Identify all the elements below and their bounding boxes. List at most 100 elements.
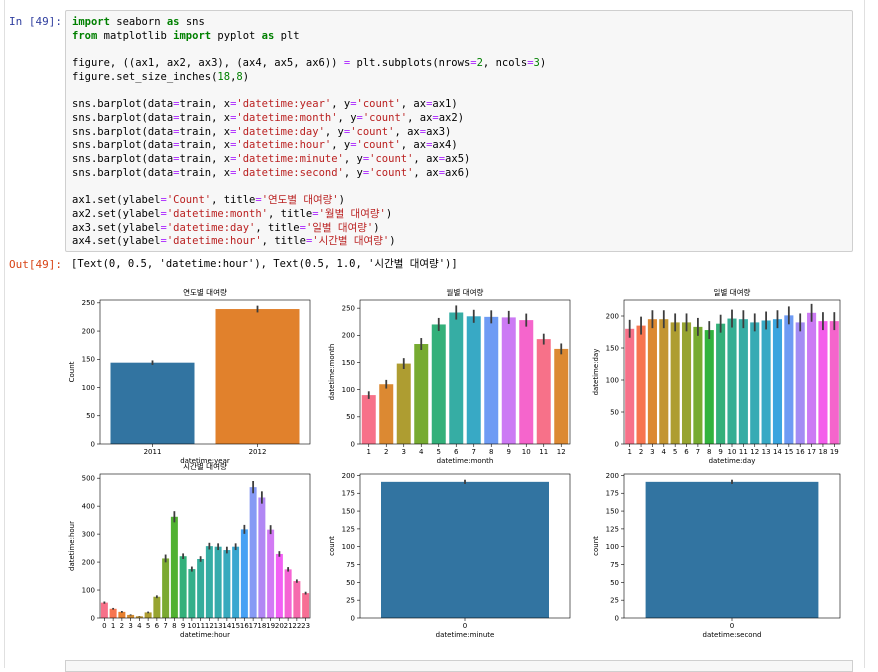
x-tick-label: 9 bbox=[181, 622, 185, 630]
bar bbox=[214, 546, 222, 618]
y-tick-label: 150 bbox=[342, 359, 355, 367]
x-tick-label: 5 bbox=[437, 448, 441, 456]
bar bbox=[554, 348, 569, 444]
bar bbox=[381, 481, 549, 618]
bar bbox=[249, 487, 257, 618]
x-tick-label: 5 bbox=[146, 622, 150, 630]
bar bbox=[215, 309, 300, 444]
y-tick-label: 75 bbox=[346, 561, 355, 569]
code-line: sns.barplot(data=train, x='datetime:seco… bbox=[72, 166, 471, 179]
x-tick-label: 2 bbox=[639, 448, 643, 456]
code-line: sns.barplot(data=train, x='datetime:day'… bbox=[72, 125, 452, 138]
x-tick-label: 1 bbox=[111, 622, 115, 630]
x-tick-label: 15 bbox=[784, 448, 793, 456]
x-tick-label: 11 bbox=[196, 622, 205, 630]
chart-title: 일별 대여량 bbox=[714, 287, 751, 297]
bar bbox=[829, 321, 839, 444]
axes-frame bbox=[99, 299, 311, 445]
y-tick-label: 150 bbox=[606, 344, 619, 352]
code-line: sns.barplot(data=train, x='datetime:mont… bbox=[72, 111, 465, 124]
bar bbox=[772, 319, 783, 444]
x-tick-label: 16 bbox=[796, 448, 805, 456]
bar bbox=[693, 326, 703, 444]
x-tick-label: 0 bbox=[102, 622, 106, 630]
x-axis-label: datetime:month bbox=[437, 457, 494, 465]
next-code-cell[interactable] bbox=[65, 660, 853, 672]
x-tick-label: 23 bbox=[301, 622, 310, 630]
bar bbox=[727, 318, 737, 444]
x-axis-label: datetime:second bbox=[703, 631, 762, 639]
bar bbox=[807, 312, 817, 444]
bar bbox=[795, 322, 805, 444]
x-tick-label: 2 bbox=[120, 622, 124, 630]
x-tick-label: 21 bbox=[284, 622, 293, 630]
axes-frame bbox=[359, 473, 571, 619]
y-tick-label: 100 bbox=[342, 543, 355, 551]
y-tick-label: 125 bbox=[342, 525, 355, 533]
bar bbox=[205, 546, 213, 618]
x-tick-label: 18 bbox=[257, 622, 266, 630]
x-axis-label: datetime:hour bbox=[180, 631, 230, 639]
x-tick-label: 3 bbox=[650, 448, 654, 456]
y-tick-label: 150 bbox=[606, 507, 619, 515]
y-tick-label: 175 bbox=[606, 490, 619, 498]
bar bbox=[761, 320, 771, 444]
bar bbox=[293, 581, 301, 618]
chart-title: 월별 대여량 bbox=[447, 287, 484, 297]
code-line: ax3.set(ylabel='datetime:day', title='일별… bbox=[72, 221, 380, 234]
x-tick-label: 3 bbox=[128, 622, 132, 630]
bar bbox=[197, 559, 205, 618]
chart-ax1: 2011 2012 0 50 100 150 200 250 연도별 대여량 datetime:y… bbox=[68, 287, 311, 465]
x-tick-label: 13 bbox=[762, 448, 771, 456]
y-tick-label: 250 bbox=[82, 299, 95, 307]
x-tick-label: 5 bbox=[673, 448, 677, 456]
y-tick-label: 0 bbox=[615, 440, 619, 448]
x-tick-label: 2011 bbox=[144, 448, 162, 456]
x-tick-label: 17 bbox=[807, 448, 816, 456]
y-tick-label: 150 bbox=[82, 356, 95, 364]
chart-ax5: 0 0 25 50 75 100 125 150 175 200 datetime:minute co… bbox=[328, 472, 571, 639]
y-tick-label: 100 bbox=[606, 543, 619, 551]
y-tick-label: 100 bbox=[342, 386, 355, 394]
x-tick-label: 7 bbox=[163, 622, 167, 630]
bar bbox=[100, 602, 108, 618]
x-tick-label: 12 bbox=[750, 448, 759, 456]
bar bbox=[109, 608, 117, 618]
y-tick-label: 500 bbox=[82, 475, 95, 483]
x-tick-label: 9 bbox=[718, 448, 722, 456]
bar bbox=[784, 315, 794, 444]
bar bbox=[414, 344, 429, 444]
y-tick-label: 0 bbox=[91, 614, 95, 622]
y-tick-label: 250 bbox=[342, 305, 355, 313]
y-tick-label: 175 bbox=[342, 490, 355, 498]
x-tick-label: 19 bbox=[830, 448, 839, 456]
x-tick-label: 1 bbox=[367, 448, 371, 456]
bar bbox=[645, 481, 819, 618]
y-tick-label: 50 bbox=[86, 412, 95, 420]
y-tick-label: 0 bbox=[91, 440, 95, 448]
output-prompt: Out[49]: bbox=[9, 258, 62, 271]
y-tick-label: 400 bbox=[82, 503, 95, 511]
code-line: figure, ((ax1, ax2, ax3), (ax4, ax5, ax6… bbox=[72, 57, 547, 70]
bar bbox=[144, 612, 152, 618]
bar bbox=[302, 593, 310, 618]
chart-ax4: 0 1 2 3 4 5 6 7 8 9 10 11 12 13 14 15 16 17 18 19 20 21 22 2301… bbox=[68, 461, 311, 639]
x-tick-label: 4 bbox=[662, 448, 667, 456]
bar bbox=[659, 319, 669, 444]
x-tick-label: 12 bbox=[205, 622, 214, 630]
bar bbox=[223, 550, 231, 618]
code-line: ax4.set(ylabel='datetime:hour', title='시… bbox=[72, 235, 396, 248]
x-tick-label: 14 bbox=[773, 448, 782, 456]
x-tick-label: 14 bbox=[222, 622, 231, 630]
x-tick-label: 17 bbox=[249, 622, 258, 630]
axes-frame bbox=[99, 473, 311, 619]
bar bbox=[636, 325, 646, 444]
x-tick-label: 7 bbox=[472, 448, 476, 456]
code-line: import seaborn as sns bbox=[72, 16, 205, 28]
code-cell-editor[interactable]: import seaborn as sns from matplotlib imp… bbox=[65, 10, 853, 252]
x-tick-label: 0 bbox=[463, 622, 467, 630]
bar bbox=[232, 546, 240, 618]
axes-frame bbox=[623, 299, 841, 445]
x-tick-label: 11 bbox=[739, 448, 748, 456]
